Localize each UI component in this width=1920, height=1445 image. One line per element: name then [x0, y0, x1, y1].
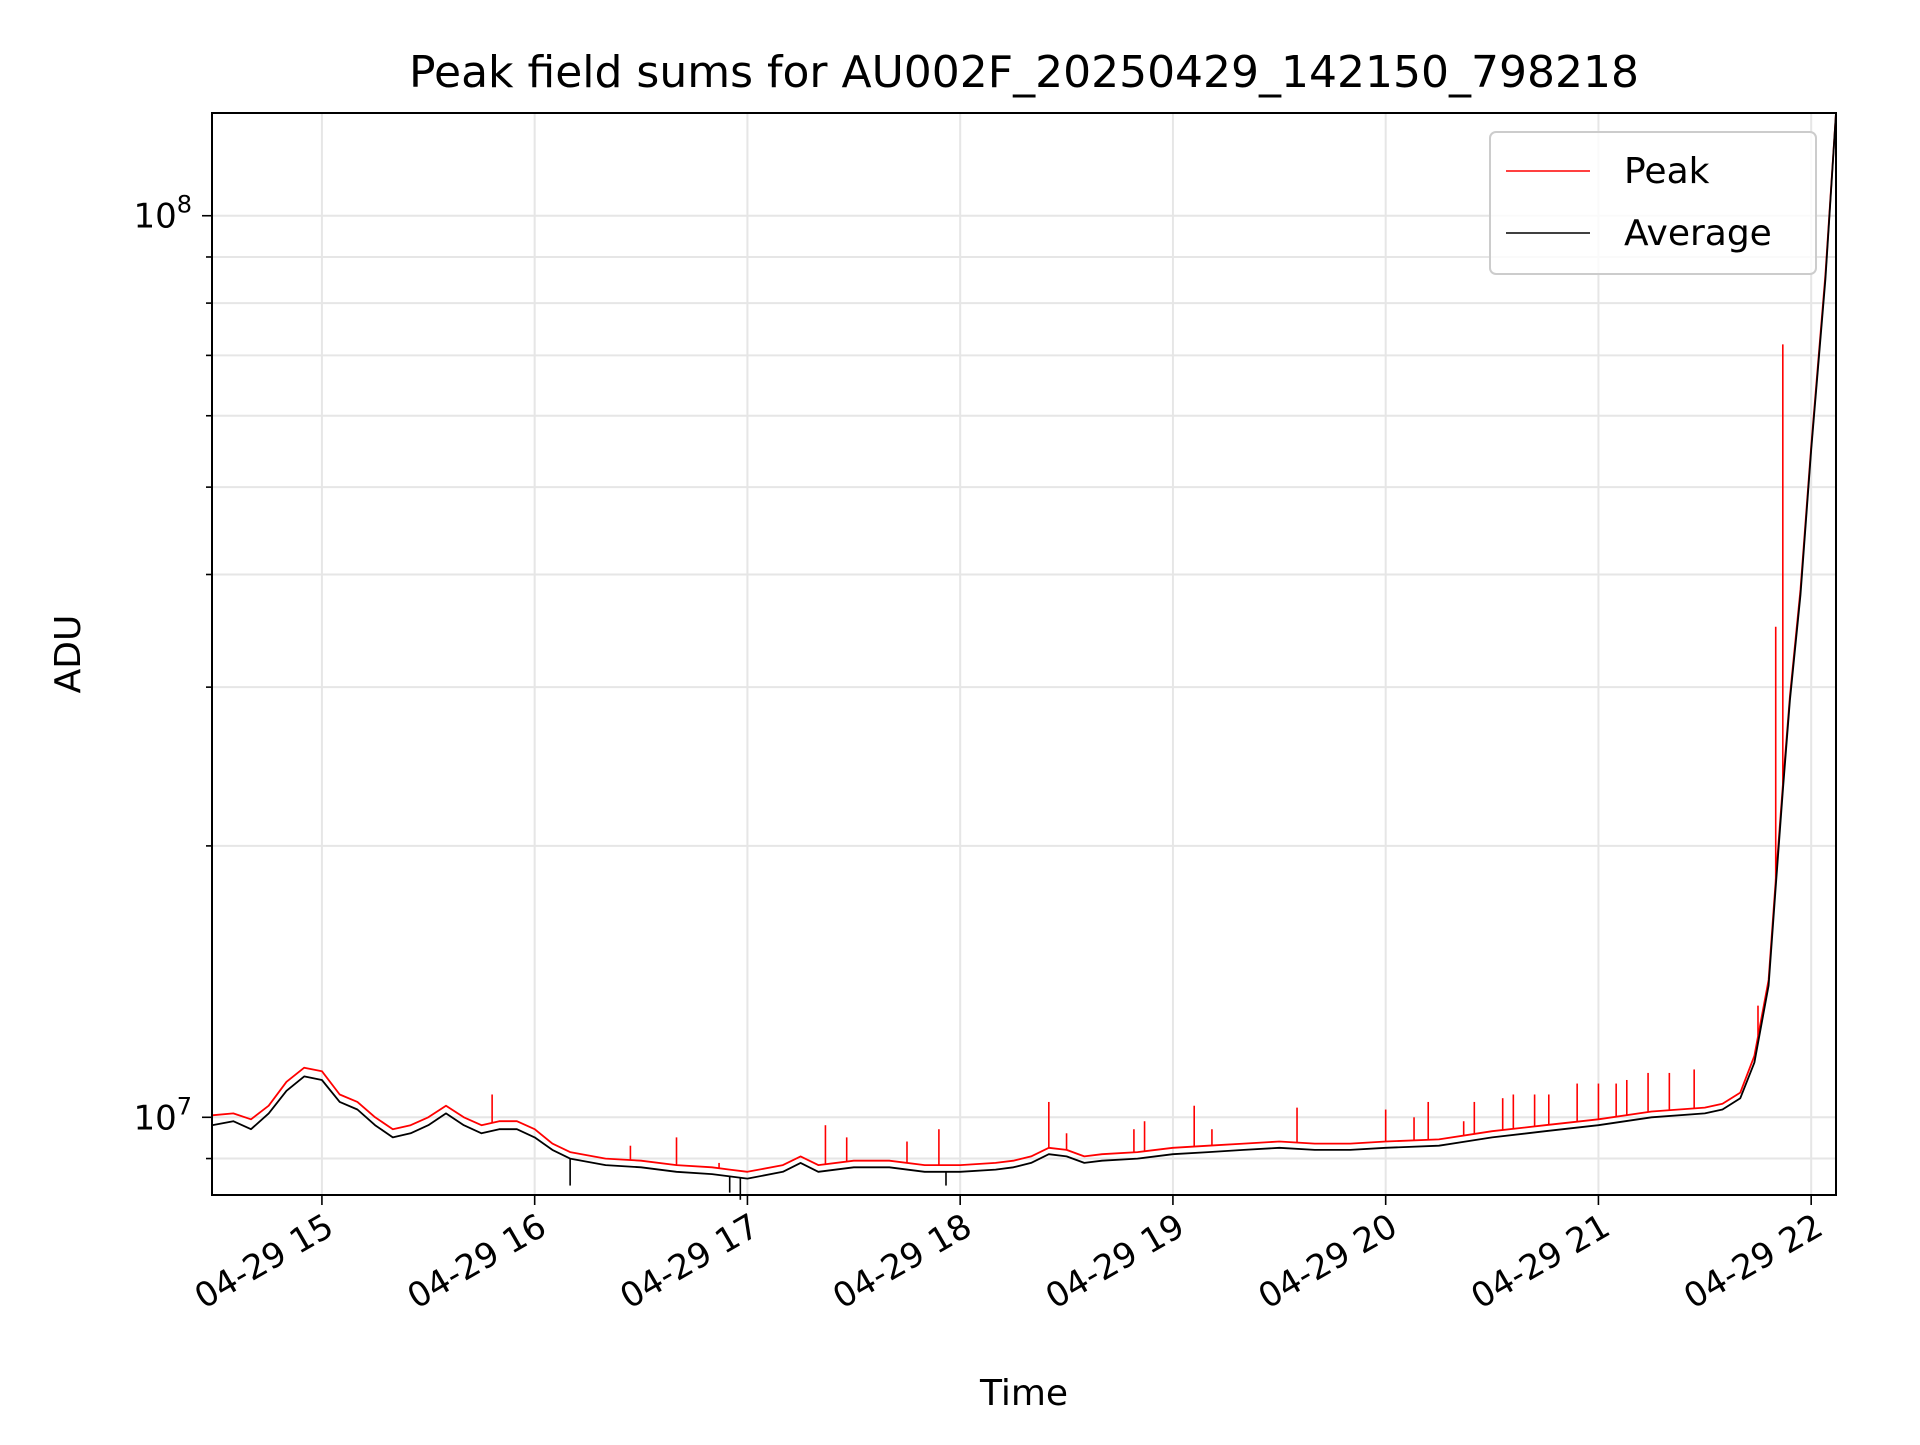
- y-axis-title: ADU: [48, 615, 89, 694]
- legend-label-peak: Peak: [1624, 151, 1710, 192]
- x-axis-title: Time: [979, 1373, 1068, 1414]
- legend-label-average: Average: [1624, 213, 1772, 254]
- chart-title: Peak field sums for AU002F_20250429_1421…: [409, 47, 1639, 98]
- legend: Peak Average: [1489, 131, 1817, 275]
- y-tick-label: 108: [133, 191, 192, 237]
- legend-box: [1489, 131, 1817, 275]
- series-line-average: [211, 112, 1837, 1180]
- plot-frame: [211, 112, 1837, 1196]
- series-line-peak: [211, 112, 1837, 1173]
- y-tick-label: 107: [133, 1092, 192, 1138]
- plot-series: [211, 112, 1837, 1200]
